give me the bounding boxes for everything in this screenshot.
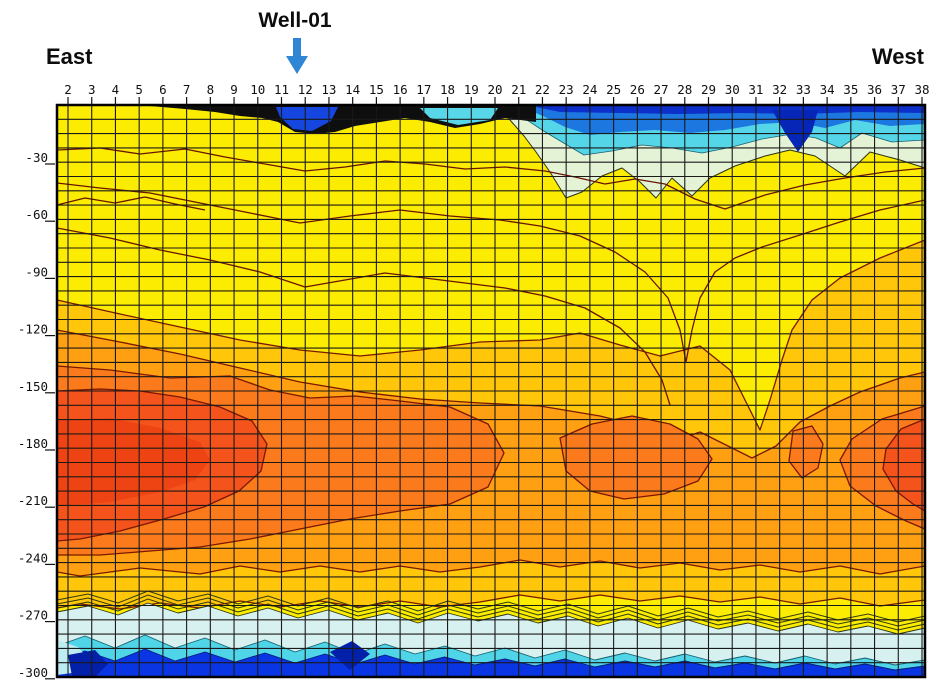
x-tick-label: 34 xyxy=(820,82,835,97)
x-tick-label: 16 xyxy=(393,82,408,97)
x-tick-label: 15 xyxy=(369,82,384,97)
east-label: East xyxy=(46,44,93,69)
y-tick-label: -90 xyxy=(25,264,48,279)
y-tick-label: -270 xyxy=(18,608,48,623)
x-tick-label: 33 xyxy=(796,82,811,97)
x-tick-label: 24 xyxy=(582,82,597,97)
x-tick-label: 5 xyxy=(135,82,143,97)
y-tick-label: -120 xyxy=(18,322,48,337)
layer-top-navy-dip xyxy=(772,110,818,152)
y-tick-label: -210 xyxy=(18,493,48,508)
x-tick-label: 19 xyxy=(464,82,479,97)
contour-a xyxy=(56,147,926,210)
x-tick-label: 2 xyxy=(64,82,72,97)
x-tick-label: 7 xyxy=(183,82,191,97)
olive-contour-line xyxy=(56,594,926,627)
x-tick-label: 35 xyxy=(843,82,858,97)
west-label: West xyxy=(871,44,924,69)
layer-top-right-blue-band xyxy=(520,106,925,135)
x-tick-label: 29 xyxy=(701,82,716,97)
x-tick-label: 8 xyxy=(207,82,215,97)
y-tick-label: -300 xyxy=(18,665,48,680)
plot-border xyxy=(55,103,927,679)
x-tick-label: 18 xyxy=(440,82,455,97)
x-tick-label: 30 xyxy=(725,82,740,97)
well-annotation-label: Well-01 xyxy=(258,9,332,32)
x-tick-label: 31 xyxy=(748,82,763,97)
x-tick-label: 13 xyxy=(321,82,336,97)
x-tick-label: 11 xyxy=(274,82,289,97)
x-tick-label: 27 xyxy=(654,82,669,97)
x-tick-label: 37 xyxy=(891,82,906,97)
x-tick-label: 6 xyxy=(159,82,167,97)
olive-contour-line xyxy=(56,598,926,631)
contour-c xyxy=(56,227,671,406)
y-tick-label: -30 xyxy=(25,150,48,165)
x-tick-label: 22 xyxy=(535,82,550,97)
x-tick-label: 26 xyxy=(630,82,645,97)
x-tick-label: 20 xyxy=(487,82,502,97)
x-tick-label: 25 xyxy=(606,82,621,97)
x-tick-label: 23 xyxy=(559,82,574,97)
x-tick-label: 14 xyxy=(345,82,360,97)
x-tick-label: 21 xyxy=(511,82,526,97)
x-tick-label: 10 xyxy=(250,82,265,97)
x-tick-label: 32 xyxy=(772,82,787,97)
x-tick-label: 9 xyxy=(230,82,238,97)
x-tick-label: 38 xyxy=(914,82,929,97)
x-tick-label: 3 xyxy=(88,82,96,97)
layer-orange-eye-blob xyxy=(788,425,824,479)
y-tick-label: -150 xyxy=(18,379,48,394)
well-arrow-icon xyxy=(286,38,308,74)
y-tick-label: -60 xyxy=(25,207,48,222)
x-tick-label: 28 xyxy=(677,82,692,97)
layer-orange-center-blob xyxy=(559,415,713,500)
layer-top-cyan-pocket xyxy=(420,108,498,125)
y-tick-label: -180 xyxy=(18,436,48,451)
x-tick-label: 4 xyxy=(112,82,120,97)
y-tick-label: -240 xyxy=(18,550,48,565)
x-tick-label: 12 xyxy=(298,82,313,97)
x-tick-label: 17 xyxy=(416,82,431,97)
x-tick-label: 36 xyxy=(867,82,882,97)
